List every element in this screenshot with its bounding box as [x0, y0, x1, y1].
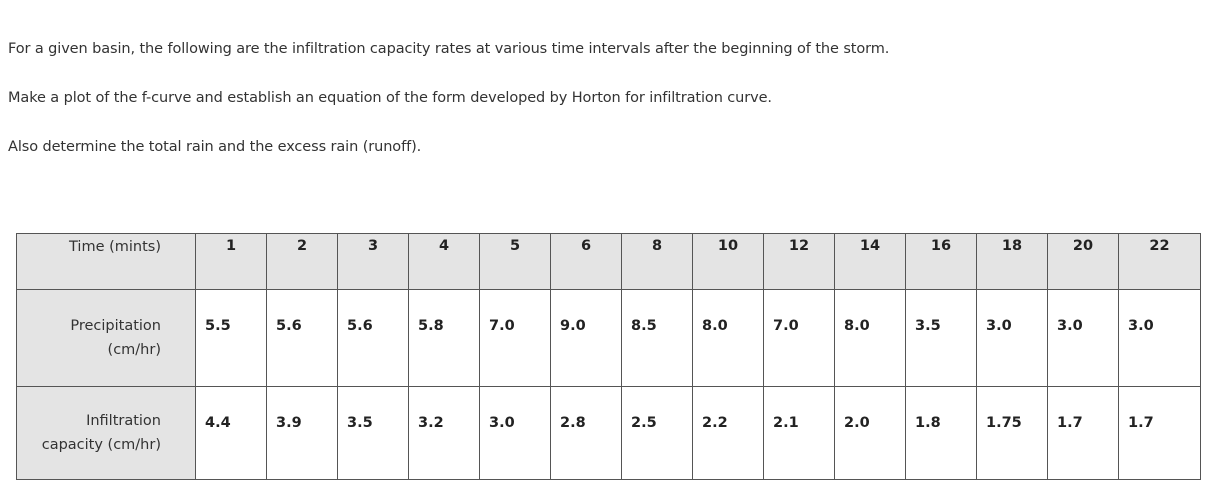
time-value: 2 [266, 233, 338, 290]
time-row: Time (mints) 1 2 3 4 5 6 8 10 12 14 16 18 20 22 [16, 233, 1201, 290]
problem-statement-line-2: Make a plot of the f-curve and establish… [8, 90, 772, 106]
precipitation-value: 3.0 [1118, 289, 1201, 387]
time-value: 22 [1118, 233, 1201, 290]
infiltration-value: 2.2 [692, 386, 764, 480]
problem-statement-line-3: Also determine the total rain and the ex… [8, 139, 422, 155]
infiltration-value: 1.7 [1118, 386, 1201, 480]
time-value: 20 [1047, 233, 1119, 290]
infiltration-value: 3.2 [408, 386, 480, 480]
time-value: 18 [976, 233, 1048, 290]
row-header: Precipitation (cm/hr) [16, 289, 196, 387]
row-header: Infiltration capacity (cm/hr) [16, 386, 196, 480]
row-header-line: (cm/hr) [107, 342, 161, 358]
precipitation-row: Precipitation (cm/hr) 5.5 5.6 5.6 5.8 7.0 9.0 8.… [16, 289, 1201, 387]
infiltration-value: 2.5 [621, 386, 693, 480]
time-value: 10 [692, 233, 764, 290]
precipitation-value: 5.8 [408, 289, 480, 387]
time-value: 5 [479, 233, 551, 290]
precipitation-value: 3.5 [905, 289, 977, 387]
infiltration-value: 2.0 [834, 386, 906, 480]
infiltration-value: 1.75 [976, 386, 1048, 480]
infiltration-value: 1.8 [905, 386, 977, 480]
row-header-line: capacity (cm/hr) [41, 437, 161, 453]
time-value: 16 [905, 233, 977, 290]
infiltration-value: 2.8 [550, 386, 622, 480]
infiltration-value: 3.5 [337, 386, 409, 480]
infiltration-value: 3.9 [266, 386, 338, 480]
infiltration-row: Infiltration capacity (cm/hr) 4.4 3.9 3.5 3.2… [16, 386, 1201, 480]
problem-statement-line-1: For a given basin, the following are the… [8, 41, 890, 57]
time-value: 14 [834, 233, 906, 290]
time-value: 3 [337, 233, 409, 290]
precipitation-value: 5.5 [195, 289, 267, 387]
time-value: 1 [195, 233, 267, 290]
precipitation-value: 3.0 [1047, 289, 1119, 387]
precipitation-value: 5.6 [266, 289, 338, 387]
row-header-line: Precipitation [70, 318, 161, 334]
time-value: 12 [763, 233, 835, 290]
precipitation-value: 7.0 [763, 289, 835, 387]
time-value: 8 [621, 233, 693, 290]
infiltration-value: 3.0 [479, 386, 551, 480]
infiltration-value: 2.1 [763, 386, 835, 480]
precipitation-value: 5.6 [337, 289, 409, 387]
precipitation-value: 7.0 [479, 289, 551, 387]
precipitation-value: 9.0 [550, 289, 622, 387]
time-value: 4 [408, 233, 480, 290]
infiltration-value: 4.4 [195, 386, 267, 480]
precipitation-value: 8.0 [834, 289, 906, 387]
precipitation-value: 3.0 [976, 289, 1048, 387]
time-value: 6 [550, 233, 622, 290]
precipitation-value: 8.5 [621, 289, 693, 387]
row-header-line: Time (mints) [69, 239, 161, 255]
infiltration-data-table: Time (mints) 1 2 3 4 5 6 8 10 12 14 16 18 20 22 Precipi… [16, 233, 1201, 480]
row-header-line: Infiltration [86, 413, 161, 429]
row-header: Time (mints) [16, 233, 196, 290]
precipitation-value: 8.0 [692, 289, 764, 387]
infiltration-value: 1.7 [1047, 386, 1119, 480]
